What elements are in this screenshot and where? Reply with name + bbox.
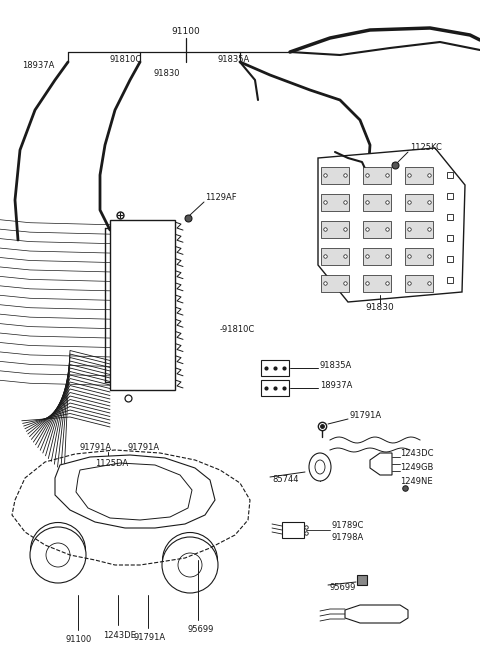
Polygon shape [345, 605, 408, 623]
Ellipse shape [309, 453, 331, 481]
Text: 91791A: 91791A [128, 443, 160, 453]
Bar [261, 360, 289, 376]
Bar [321, 221, 349, 238]
Bar [321, 248, 349, 265]
Text: 91798A: 91798A [332, 533, 364, 543]
Bar [363, 248, 391, 265]
Text: 91830: 91830 [365, 304, 394, 313]
Bar [405, 275, 433, 292]
Bar [405, 194, 433, 211]
Text: 91810C: 91810C [110, 55, 142, 64]
Polygon shape [55, 455, 215, 528]
Bar [110, 220, 175, 390]
Text: 91791A: 91791A [350, 411, 382, 420]
Text: 1125DA: 1125DA [95, 459, 128, 468]
Text: 91830: 91830 [153, 68, 180, 78]
Text: 95699: 95699 [187, 625, 214, 635]
Text: 1129AF: 1129AF [205, 194, 237, 202]
Text: 85744: 85744 [272, 476, 299, 484]
Text: 1249GB: 1249GB [400, 463, 433, 472]
Text: 1243DC: 1243DC [400, 449, 433, 457]
Bar [363, 167, 391, 184]
Bar [405, 248, 433, 265]
Bar [405, 221, 433, 238]
Text: 91835A: 91835A [320, 361, 352, 369]
Bar [363, 275, 391, 292]
Text: 91789C: 91789C [332, 520, 364, 530]
Text: 91835A: 91835A [218, 55, 250, 64]
Bar [282, 522, 304, 538]
Text: 91791A: 91791A [133, 633, 165, 643]
Text: -91810C: -91810C [220, 325, 255, 334]
Text: 1243DE: 1243DE [103, 631, 136, 639]
Polygon shape [318, 148, 465, 302]
Text: 91100: 91100 [172, 28, 200, 37]
Bar [261, 380, 289, 396]
Text: 18937A: 18937A [22, 60, 54, 70]
Ellipse shape [315, 460, 325, 474]
Text: 1249NE: 1249NE [400, 476, 432, 486]
Bar [363, 221, 391, 238]
Text: 91791A: 91791A [80, 443, 112, 453]
Polygon shape [370, 453, 392, 475]
Bar [405, 167, 433, 184]
Bar [363, 194, 391, 211]
Text: 1125KC: 1125KC [410, 143, 442, 152]
Bar [321, 194, 349, 211]
Bar [321, 167, 349, 184]
Text: 91100: 91100 [65, 635, 91, 645]
Text: 95699: 95699 [330, 583, 356, 593]
Bar [321, 275, 349, 292]
Text: 18937A: 18937A [320, 380, 352, 390]
